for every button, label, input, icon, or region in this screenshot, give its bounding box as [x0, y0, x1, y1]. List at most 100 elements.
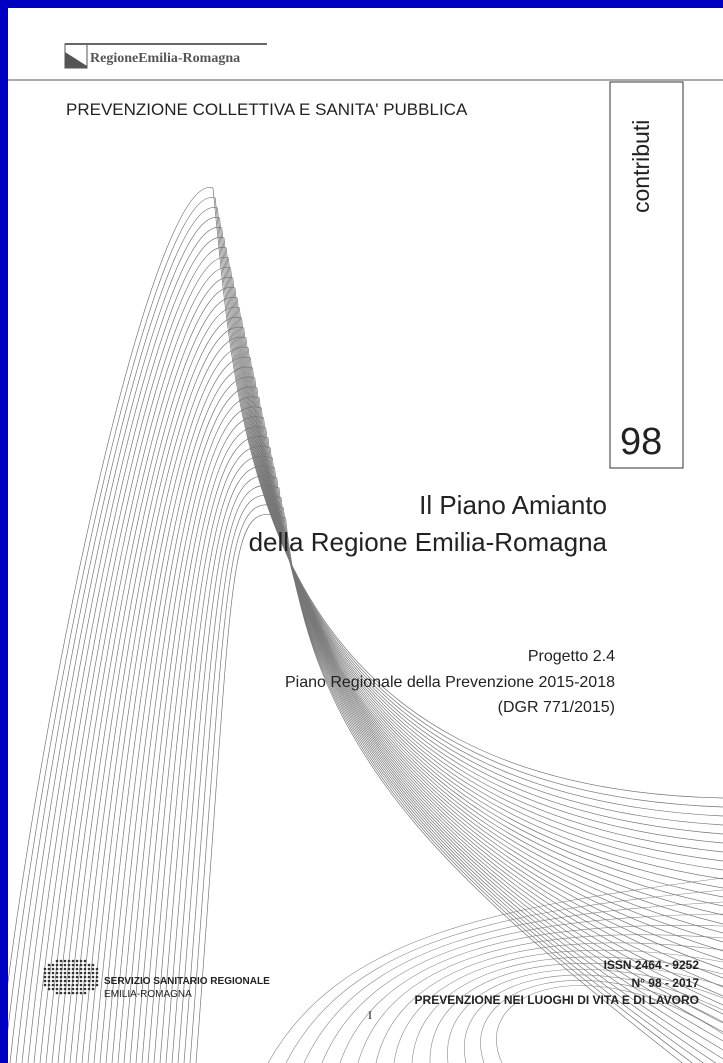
curve [189, 504, 693, 1063]
curve [135, 416, 723, 1063]
curve [267, 877, 723, 1063]
logo-dot [87, 979, 91, 983]
logo-dot [59, 987, 63, 991]
logo-dot [91, 971, 95, 975]
curve [81, 326, 723, 1063]
number-box [609, 81, 684, 469]
issue-number: 98 [620, 421, 663, 463]
logo-dot [67, 971, 71, 975]
curve [33, 247, 723, 1063]
curve [75, 316, 723, 1063]
logo-dot [79, 987, 83, 991]
subtitle-line: (DGR 771/2015) [497, 699, 615, 716]
logo-dot [63, 963, 67, 967]
logo-dot [43, 967, 47, 971]
logo-dot [67, 987, 71, 991]
curve [63, 296, 723, 1063]
logo-dot [75, 991, 79, 995]
curve [39, 257, 723, 1063]
curve [171, 475, 723, 1063]
logo-dot [71, 971, 75, 975]
curve [303, 901, 723, 1063]
logo-dot [95, 979, 99, 983]
logo-dot [79, 959, 83, 963]
curve [165, 465, 723, 1063]
logo-dot [63, 983, 67, 987]
logo-dot [79, 991, 83, 995]
logo-dot [91, 979, 95, 983]
logo-dot [83, 983, 87, 987]
curve [51, 277, 723, 1063]
curve [69, 306, 723, 1063]
logo-dot [59, 959, 63, 963]
subtitle-line: Piano Regionale della Prevenzione 2015-2… [284, 674, 615, 691]
logo-dot [91, 967, 95, 971]
curve [177, 485, 717, 1063]
logo-dot [79, 975, 83, 979]
logo-dot [55, 963, 59, 967]
logo-dot [71, 983, 75, 987]
logo-dot [71, 959, 75, 963]
footer-service: SERVIZIO SANITARIO REGIONALE [104, 976, 270, 987]
logo-dot [75, 963, 79, 967]
logo-dot [63, 979, 67, 983]
logo-dot [71, 979, 75, 983]
logo-dot [59, 991, 63, 995]
logo-dot [63, 959, 67, 963]
logo-dot [43, 983, 47, 987]
logo-dot [51, 987, 55, 991]
curve [153, 446, 723, 1063]
curve [45, 267, 723, 1063]
curve [141, 426, 723, 1063]
curve [105, 366, 723, 1063]
issn: ISSN 2464 - 9252 [603, 958, 699, 972]
curve [393, 949, 723, 1063]
logo-dot [47, 971, 51, 975]
logo-dot [83, 959, 87, 963]
logo-dot [47, 967, 51, 971]
logo-dot [51, 967, 55, 971]
logo-dot [95, 975, 99, 979]
collection: contributi [628, 119, 654, 213]
curve [147, 436, 723, 1063]
logo-dot [59, 967, 63, 971]
logo-dot [67, 983, 71, 987]
logo-dot [51, 963, 55, 967]
logo-dot [51, 983, 55, 987]
logo-dot [83, 987, 87, 991]
logo-dot [75, 971, 79, 975]
logo-dot [91, 963, 95, 967]
logo-dot [67, 975, 71, 979]
logo-dot [43, 979, 47, 983]
logo-dot [75, 983, 79, 987]
curve [9, 207, 723, 1063]
logo-dot [83, 967, 87, 971]
curve [93, 346, 723, 1063]
curve [87, 336, 723, 1063]
logo-dot [91, 975, 95, 979]
logo-dot [71, 975, 75, 979]
logo-dot [83, 975, 87, 979]
logo-dot [47, 979, 51, 983]
curve [195, 513, 683, 1063]
curve [339, 925, 723, 1063]
curve [111, 376, 723, 1063]
logo-dot [43, 971, 47, 975]
logo-dot [87, 963, 91, 967]
logo-dot [87, 987, 91, 991]
logo-dot [47, 975, 51, 979]
logo-dot [75, 959, 79, 963]
curve [321, 913, 723, 1063]
logo-dot [47, 983, 51, 987]
title-line: Il Piano Amianto [419, 490, 607, 520]
logo-dot [47, 963, 51, 967]
logo-dot [67, 991, 71, 995]
curve [8, 197, 723, 1032]
logo-dot [51, 971, 55, 975]
logo-dot [71, 987, 75, 991]
curve [21, 227, 723, 1063]
curves [8, 43, 723, 1063]
curve [159, 455, 723, 1063]
curve [27, 237, 723, 1063]
